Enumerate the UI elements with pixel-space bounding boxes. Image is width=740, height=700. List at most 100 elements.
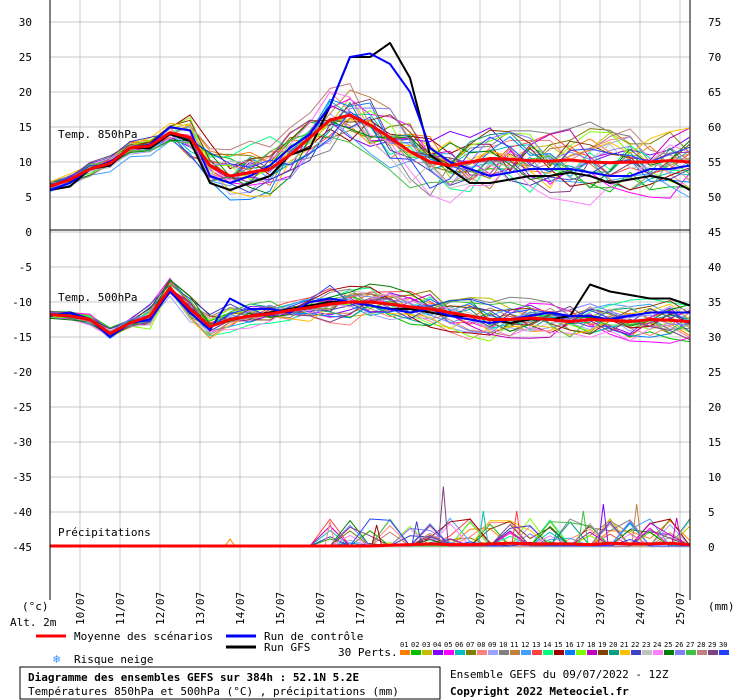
- frame: [49, 0, 691, 600]
- left-tick-3: 15: [19, 121, 32, 134]
- pert-code-11: 11: [510, 641, 518, 649]
- t850-member-12: [49, 118, 691, 198]
- x-tick-2: 12/07: [154, 592, 167, 625]
- run-info: Ensemble GEFS du 09/07/2022 - 12Z: [450, 668, 669, 681]
- pert-code-13: 13: [532, 641, 540, 649]
- pert-swatch-27: [686, 650, 696, 655]
- precip-peak-9: [597, 503, 609, 547]
- footer-subtitle: Températures 850hPa et 500hPa (°C) , pré…: [28, 685, 399, 698]
- legend-perts-label: 30 Perts.: [338, 646, 398, 659]
- pert-code-14: 14: [543, 641, 551, 649]
- panel-label-precip: Précipitations: [58, 526, 151, 539]
- left-tick-10: -20: [12, 366, 32, 379]
- pert-code-15: 15: [554, 641, 562, 649]
- pert-code-10: 10: [499, 641, 507, 649]
- left-tick-14: -40: [12, 506, 32, 519]
- right-tick-6: 45: [708, 226, 721, 239]
- left-tick-12: -30: [12, 436, 32, 449]
- precip-peak-7: [551, 530, 563, 547]
- x-tick-5: 15/07: [274, 592, 287, 625]
- pert-code-16: 16: [565, 641, 573, 649]
- pert-swatch-20: [609, 650, 619, 655]
- x-axis: 10/07 11/07 12/07 13/07 14/07 15/07 16/07 17/07…: [74, 592, 687, 625]
- pert-swatch-03: [422, 650, 432, 655]
- pert-swatch-16: [565, 650, 575, 655]
- main-lines: [49, 42, 691, 548]
- pert-code-08: 08: [477, 641, 485, 649]
- pert-code-20: 20: [609, 641, 617, 649]
- pert-code-09: 09: [488, 641, 496, 649]
- pert-swatch-04: [433, 650, 443, 655]
- pert-swatch-07: [466, 650, 476, 655]
- t850-gfs-line: [49, 42, 691, 191]
- left-tick-2: 20: [19, 86, 32, 99]
- t850-member-21: [49, 117, 691, 197]
- pert-code-22: 22: [631, 641, 639, 649]
- pert-swatch-25: [664, 650, 674, 655]
- pert-code-07: 07: [466, 641, 474, 649]
- pert-swatch-30: [719, 650, 729, 655]
- x-tick-12: 22/07: [554, 592, 567, 625]
- pert-code-29: 29: [708, 641, 716, 649]
- pert-code-23: 23: [642, 641, 650, 649]
- right-tick-3: 60: [708, 121, 721, 134]
- legend-mean-label: Moyenne des scénarios: [74, 630, 213, 643]
- pert-code-04: 04: [433, 641, 441, 649]
- right-tick-8: 35: [708, 296, 721, 309]
- pert-code-19: 19: [598, 641, 606, 649]
- left-tick-0: 30: [19, 16, 32, 29]
- left-tick-9: -15: [12, 331, 32, 344]
- right-axis-unit: (mm): [708, 600, 735, 613]
- right-tick-2: 65: [708, 86, 721, 99]
- footer-title: Diagramme des ensembles GEFS sur 384h : …: [28, 671, 359, 684]
- pert-code-05: 05: [444, 641, 452, 649]
- pert-swatch-17: [576, 650, 586, 655]
- precip-peak-1: [324, 521, 336, 547]
- x-tick-3: 13/07: [194, 592, 207, 625]
- t850-control-line: [49, 52, 691, 191]
- pert-swatch-19: [598, 650, 608, 655]
- pert-code-03: 03: [422, 641, 430, 649]
- x-tick-1: 11/07: [114, 592, 127, 625]
- right-tick-4: 55: [708, 156, 721, 169]
- x-tick-11: 21/07: [514, 592, 527, 625]
- pert-code-26: 26: [675, 641, 683, 649]
- t850-member-27: [49, 131, 691, 191]
- pert-swatch-11: [510, 650, 520, 655]
- precip-peak-2: [371, 524, 383, 547]
- x-tick-10: 20/07: [474, 592, 487, 625]
- x-tick-14: 24/07: [634, 592, 647, 625]
- left-tick-15: -45: [12, 541, 32, 554]
- panel-label-t500: Temp. 500hPa: [58, 291, 137, 304]
- t500-member-25: [49, 279, 691, 338]
- legend-snow-label: Risque neige: [74, 653, 153, 666]
- x-tick-7: 17/07: [354, 592, 367, 625]
- left-tick-5: 5: [25, 191, 32, 204]
- right-tick-13: 10: [708, 471, 721, 484]
- precip-peak-0: [224, 538, 236, 547]
- t850-member-22: [49, 116, 691, 194]
- pert-swatch-06: [455, 650, 465, 655]
- pert-swatch-08: [477, 650, 487, 655]
- left-tick-13: -35: [12, 471, 32, 484]
- pert-code-02: 02: [411, 641, 419, 649]
- pert-code-28: 28: [697, 641, 705, 649]
- precip-mean-line: [50, 541, 691, 548]
- pert-code-18: 18: [587, 641, 595, 649]
- x-tick-8: 18/07: [394, 592, 407, 625]
- right-tick-7: 40: [708, 261, 721, 274]
- x-tick-15: 25/07: [674, 592, 687, 625]
- pert-swatch-15: [554, 650, 564, 655]
- legend: Moyenne des scénarios Run de contrôle Ru…: [36, 630, 729, 666]
- precip-peak-11: [671, 517, 683, 547]
- pert-code-27: 27: [686, 641, 694, 649]
- left-tick-11: -25: [12, 401, 32, 414]
- t850-mean-line: [49, 113, 691, 188]
- right-tick-9: 30: [708, 331, 721, 344]
- pert-swatch-21: [620, 650, 630, 655]
- left-tick-4: 10: [19, 156, 32, 169]
- pert-swatch-28: [697, 650, 707, 655]
- right-tick-0: 75: [708, 16, 721, 29]
